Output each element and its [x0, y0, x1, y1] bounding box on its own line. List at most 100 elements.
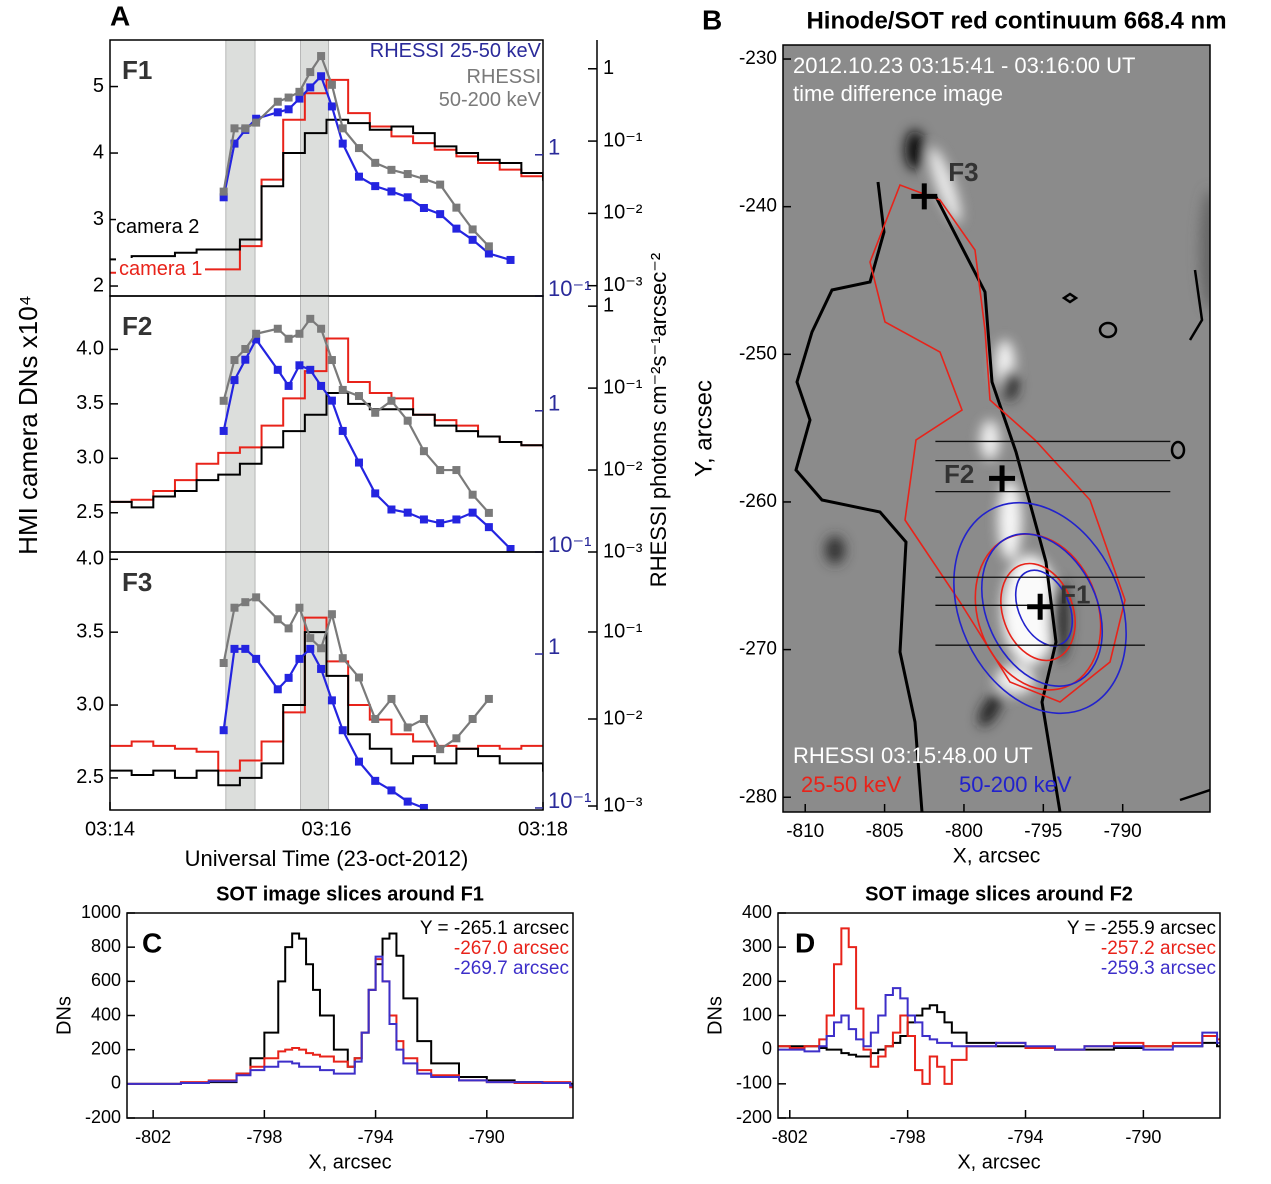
data-point [241, 644, 250, 653]
legend-entry: RHESSI 25-50 keV [369, 40, 541, 62]
data-point [230, 603, 239, 612]
data-point [419, 447, 428, 456]
data-point [354, 392, 363, 401]
y-tick-label: -100 [736, 1073, 772, 1093]
data-point [327, 696, 336, 705]
data-point [327, 80, 336, 89]
footpoint-label: F2 [944, 459, 974, 489]
data-point [252, 329, 261, 338]
plot-frame [109, 551, 544, 811]
data-point [273, 108, 282, 117]
chart-title: SOT image slices around F1 [216, 883, 484, 905]
data-point [273, 324, 282, 333]
y2-tick-label: 10⁻³ [603, 540, 643, 562]
data-point [284, 334, 293, 343]
data-point [284, 105, 293, 114]
x-tick-label: -805 [866, 821, 904, 842]
y2-axis-label: RHESSI photons cm⁻²s⁻¹arcsec⁻² [646, 253, 671, 587]
data-point [403, 723, 412, 732]
y-tick-label: 400 [91, 1004, 121, 1024]
data-point [295, 329, 304, 338]
data-point [230, 139, 239, 148]
data-point [338, 654, 347, 663]
step-line [127, 955, 573, 1087]
data-point [273, 97, 282, 106]
y-axis-label: Y, arcsec [690, 380, 717, 477]
data-point [371, 158, 380, 167]
y-tick-label: 0 [762, 1038, 772, 1058]
y3-tick-label: 1 [548, 391, 560, 416]
data-point [295, 361, 304, 370]
y2-tick-label: 10⁻² [603, 202, 643, 224]
legend-entry: Y = -265.1 arcsec [419, 918, 569, 939]
panel-letter: C [142, 927, 162, 958]
y-tick-label: -260 [739, 491, 777, 512]
data-point [387, 694, 396, 703]
polarity-contour [933, 194, 1062, 812]
data-point [241, 598, 250, 607]
x-tick-label: -790 [1125, 1127, 1161, 1147]
data-point [252, 654, 261, 663]
x-tick-label: -794 [358, 1127, 394, 1147]
y-tick-label: -250 [739, 343, 777, 364]
legend-entry: RHESSI 50-200 keV [438, 66, 541, 111]
y-tick-label: -230 [739, 48, 777, 69]
y2-tick-label: 1 [603, 294, 614, 316]
data-point [484, 249, 493, 258]
data-point [506, 255, 515, 264]
legend-entry: camera 1 [116, 258, 206, 281]
data-point [371, 714, 380, 723]
y-tick-label: 3.5 [76, 392, 104, 414]
data-point [354, 172, 363, 181]
panel-label: F1 [122, 55, 152, 85]
data-point [219, 726, 228, 735]
data-point [327, 610, 336, 619]
y-axis-label: HMI camera DNs x10⁴ [13, 295, 43, 555]
plot-area [127, 932, 573, 1089]
y-tick-label: 1000 [81, 902, 121, 922]
data-point [387, 187, 396, 196]
x-tick-label: -802 [135, 1127, 171, 1147]
footpoint-marker [911, 183, 938, 210]
x-axis-label: X, arcsec [953, 845, 1041, 868]
data-point [484, 523, 493, 532]
data-point [371, 776, 380, 785]
data-point [452, 734, 461, 743]
step-line [110, 337, 543, 503]
plot-area [110, 552, 543, 810]
data-point [219, 426, 228, 435]
data-point [230, 124, 239, 133]
data-point [354, 458, 363, 467]
data-point [452, 466, 461, 475]
step-line [110, 391, 543, 509]
y-tick-label: -200 [85, 1107, 121, 1127]
data-point [252, 118, 261, 127]
data-point [468, 235, 477, 244]
data-point [403, 508, 412, 517]
data-point [284, 673, 293, 682]
data-point [468, 225, 477, 234]
x-tick-label: -810 [786, 821, 824, 842]
y-tick-label: 3 [93, 208, 104, 230]
data-point [338, 426, 347, 435]
sot-image [783, 45, 1210, 812]
x-axis-label: X, arcsec [957, 1151, 1040, 1173]
data-point [317, 644, 326, 653]
image-features [825, 130, 1210, 727]
data-point [306, 68, 315, 77]
plot-frame [782, 44, 1211, 813]
data-point [338, 124, 347, 133]
y-tick-label: -280 [739, 786, 777, 807]
data-point [230, 376, 239, 385]
time-band [225, 296, 256, 552]
y-tick-label: 5 [93, 75, 104, 97]
x-tick-label: -795 [1024, 821, 1062, 842]
y2-tick-label: 10⁻¹ [603, 376, 643, 398]
data-point [306, 365, 315, 374]
step-line [110, 631, 543, 787]
plot-frame [777, 912, 1221, 1119]
y-tick-label: -240 [739, 196, 777, 217]
y-tick-label: 4 [93, 141, 104, 163]
